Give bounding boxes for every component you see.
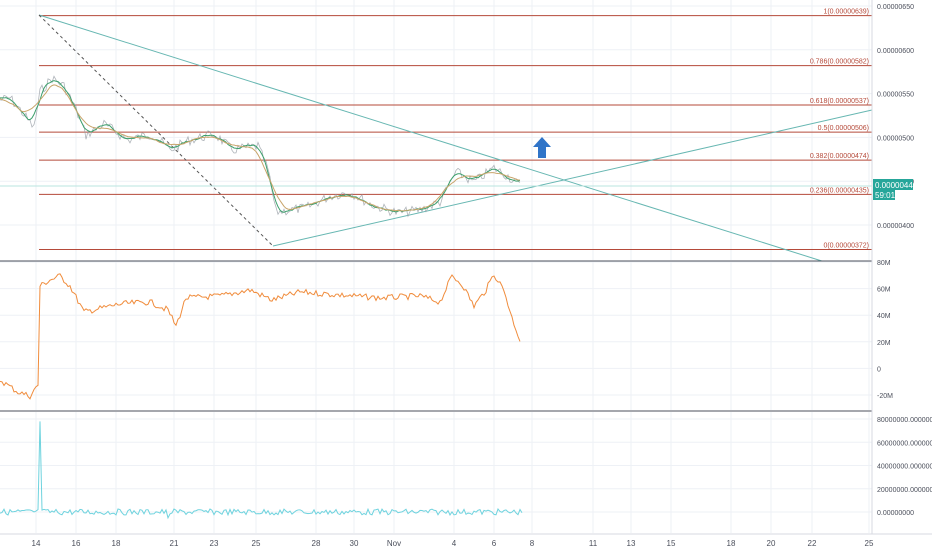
main-grid	[0, 0, 872, 260]
osc-grid	[0, 261, 872, 410]
volume-series	[0, 421, 523, 520]
fib-level-label: 0.236(0.00000435)	[810, 187, 869, 194]
time-tick: 15	[667, 539, 676, 548]
fib-level-label: 0.382(0.00000474)	[810, 153, 869, 160]
fib-level-label: 0.618(0.00000537)	[810, 98, 869, 105]
ascending-trendline	[272, 109, 873, 247]
time-tick: 22	[808, 539, 817, 548]
main-pane[interactable]: 1(0.00000639) 0.786(0.00000582) 0.618(0.00…	[0, 0, 873, 263]
fib-level-label: 0.786(0.00000582)	[810, 59, 869, 66]
osc-tick: 40M	[877, 313, 891, 320]
osc-tick: 60M	[877, 287, 891, 294]
price-line	[0, 75, 521, 218]
osc-tick: -20M	[877, 393, 893, 400]
countdown-value: 59:01	[875, 191, 896, 200]
time-tick: 14	[32, 539, 41, 548]
volume-tick: 20000000.00000000	[877, 487, 932, 494]
osc-tick: 80M	[877, 260, 891, 267]
price-tick: 0.00000550	[877, 92, 914, 99]
time-tick: 4	[452, 539, 457, 548]
price-axis[interactable]: 0.00000650 0.00000600 0.00000550 0.00000500…	[871, 0, 932, 534]
time-tick: 16	[72, 539, 81, 548]
slow-ma-line	[0, 84, 521, 212]
time-tick: 13	[627, 539, 636, 548]
osc-tick: 0	[877, 366, 881, 373]
time-tick: 11	[589, 539, 598, 548]
time-tick: Nov	[387, 539, 401, 548]
time-tick: 21	[170, 539, 179, 548]
time-tick: 18	[112, 539, 121, 548]
volume-tick: 80000000.00000000	[877, 417, 932, 424]
osc-tick: 20M	[877, 340, 891, 347]
countdown-badge: 59:01	[873, 190, 896, 200]
fast-ma-line	[0, 80, 521, 213]
time-tick: 23	[210, 539, 219, 548]
fib-level-label: 0(0.00000372)	[823, 243, 869, 250]
osc-axis-ticks: 80M 60M 40M 20M 0 -20M	[877, 260, 893, 400]
time-tick: 18	[727, 539, 736, 548]
time-axis-ticks: 14 16 18 21 23 25 28 30 Nov 4 6 8 11 13 15 18 20 22 25	[32, 539, 874, 548]
volume-pane[interactable]	[0, 412, 872, 533]
price-tick: 0.00000400	[877, 223, 914, 230]
volume-tick: 60000000.00000000	[877, 440, 932, 447]
fib-level-label: 0.5(0.00000506)	[818, 125, 869, 132]
fib-anchor-line	[38, 14, 274, 247]
time-axis[interactable]: 14 16 18 21 23 25 28 30 Nov 4 6 8 11 13 15 18 20 22 25	[0, 533, 932, 548]
last-price-value: 0.00000443	[875, 181, 918, 190]
last-price-badge[interactable]: 0.00000443	[873, 179, 918, 190]
time-tick: 28	[312, 539, 321, 548]
time-tick: 8	[530, 539, 535, 548]
volume-tick: 40000000.00000000	[877, 464, 932, 471]
time-tick: 30	[350, 539, 359, 548]
price-series	[0, 75, 521, 218]
trendlines[interactable]	[0, 14, 873, 263]
time-tick: 25	[865, 539, 874, 548]
fib-levels[interactable]: 1(0.00000639) 0.786(0.00000582) 0.618(0.00…	[39, 9, 872, 251]
price-tick: 0.00000600	[877, 48, 914, 55]
up-arrow-icon[interactable]	[533, 137, 551, 158]
price-tick: 0.00000650	[877, 4, 914, 11]
osc-series	[0, 273, 521, 400]
volume-tick: 0.00000000	[877, 510, 914, 517]
time-tick: 20	[767, 539, 776, 548]
vol-grid	[0, 412, 872, 533]
time-tick: 6	[492, 539, 497, 548]
oscillator-line	[0, 273, 521, 400]
time-tick: 25	[252, 539, 261, 548]
oscillator-pane[interactable]	[0, 261, 872, 410]
volume-line	[0, 421, 523, 520]
fib-level-label: 1(0.00000639)	[823, 9, 869, 16]
volume-axis-ticks: 80000000.00000000 60000000.00000000 400000…	[877, 417, 932, 517]
price-tick: 0.00000500	[877, 135, 914, 142]
descending-trendline	[38, 14, 826, 263]
